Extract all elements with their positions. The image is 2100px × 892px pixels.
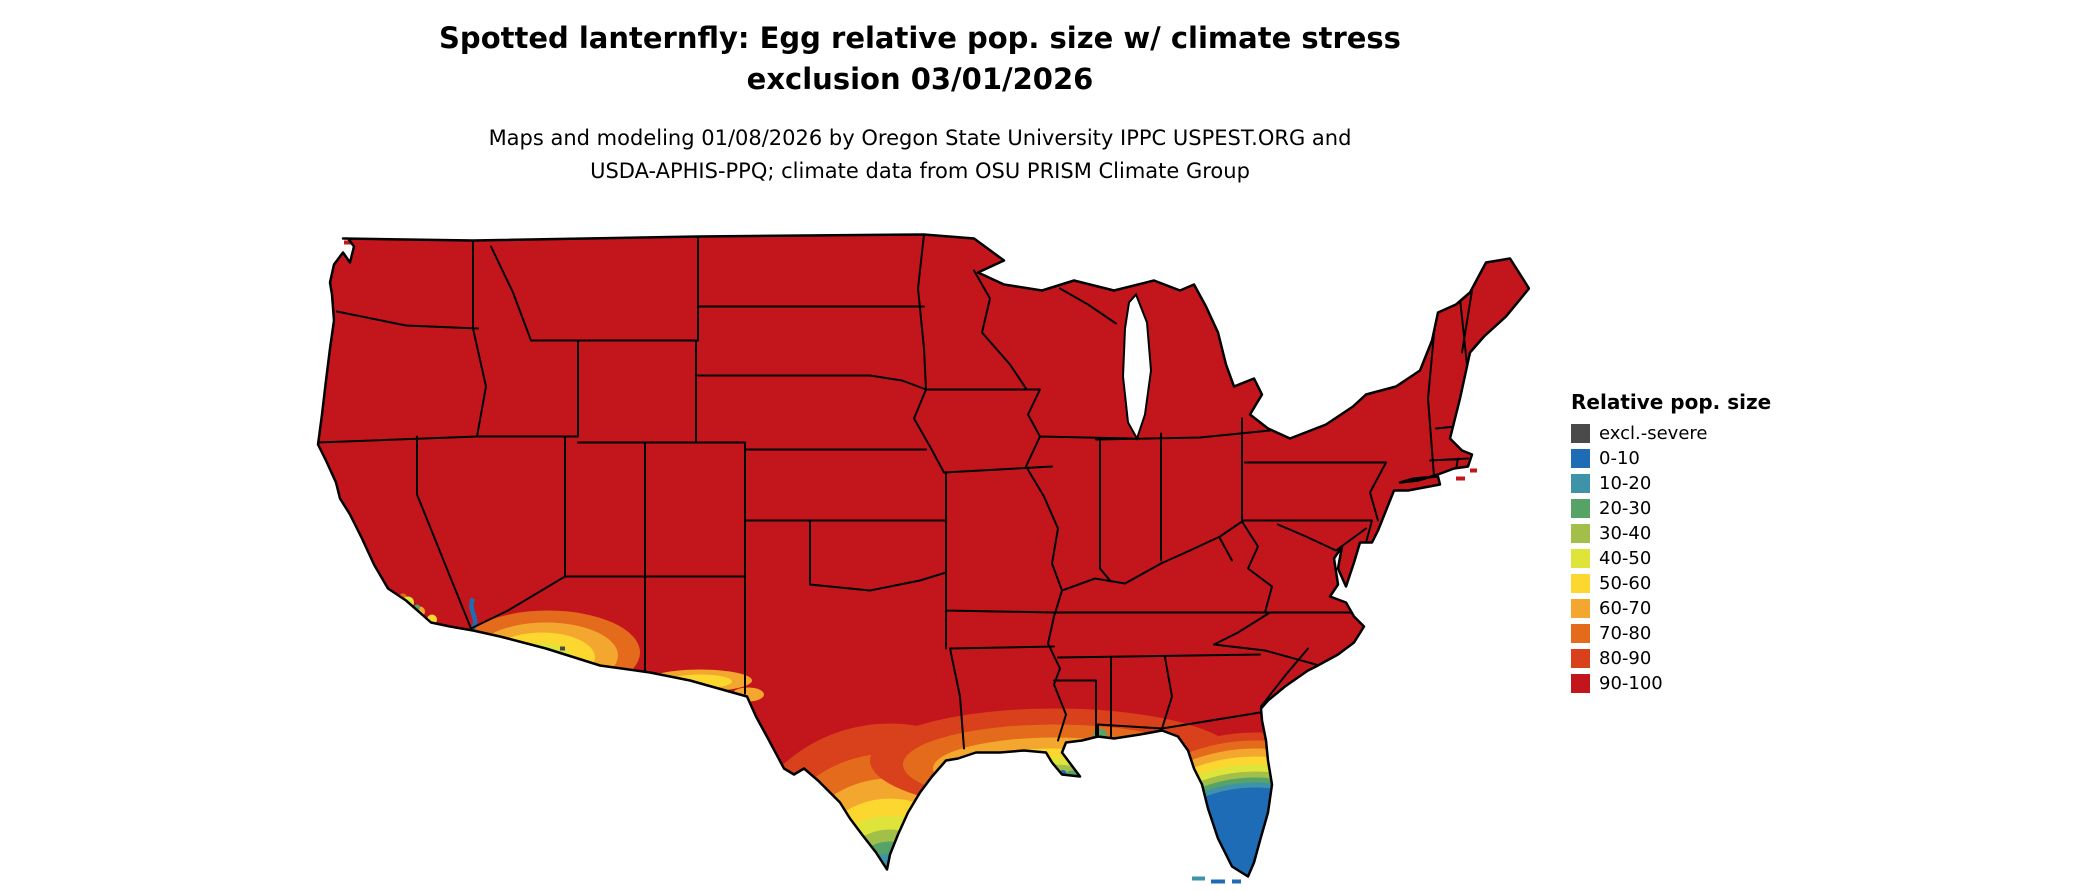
- legend-label: 90-100: [1599, 673, 1663, 694]
- legend-label: 0-10: [1599, 448, 1640, 469]
- legend-swatch: [1571, 549, 1590, 568]
- state-borders-group: [318, 234, 1475, 750]
- legend-label: 30-40: [1599, 523, 1652, 544]
- map-title-line2: exclusion 03/01/2026: [746, 62, 1094, 96]
- legend-swatch: [1571, 599, 1590, 618]
- legend-label: 80-90: [1599, 648, 1652, 669]
- legend: Relative pop. size excl.-severe 0-10 10-…: [1571, 390, 1771, 699]
- legend-label: excl.-severe: [1599, 423, 1708, 444]
- map-title: Spotted lanternfly: Egg relative pop. si…: [310, 18, 1530, 100]
- legend-label: 60-70: [1599, 598, 1652, 619]
- legend-item: excl.-severe: [1571, 424, 1771, 443]
- us-map-svg: [316, 233, 1531, 884]
- legend-item: 90-100: [1571, 674, 1771, 693]
- legend-label: 40-50: [1599, 548, 1652, 569]
- legend-label: 20-30: [1599, 498, 1652, 519]
- legend-item: 50-60: [1571, 574, 1771, 593]
- map-subtitle-line1: Maps and modeling 01/08/2026 by Oregon S…: [488, 126, 1352, 150]
- legend-label: 70-80: [1599, 623, 1652, 644]
- state-borders: [318, 234, 1475, 750]
- title-block: Spotted lanternfly: Egg relative pop. si…: [310, 18, 1530, 188]
- legend-item: 10-20: [1571, 474, 1771, 493]
- map-subtitle: Maps and modeling 01/08/2026 by Oregon S…: [310, 122, 1530, 188]
- us-map: [310, 228, 1531, 884]
- legend-item: 40-50: [1571, 549, 1771, 568]
- legend-label: 50-60: [1599, 573, 1652, 594]
- legend-swatch: [1571, 624, 1590, 643]
- map-title-line1: Spotted lanternfly: Egg relative pop. si…: [439, 21, 1401, 55]
- map-subtitle-line2: USDA-APHIS-PPQ; climate data from OSU PR…: [590, 159, 1250, 183]
- legend-item: 0-10: [1571, 449, 1771, 468]
- legend-item: 30-40: [1571, 524, 1771, 543]
- legend-swatch: [1571, 574, 1590, 593]
- legend-swatch: [1571, 449, 1590, 468]
- florida-keys: [1192, 876, 1241, 884]
- legend-swatch: [1571, 524, 1590, 543]
- legend-label: 10-20: [1599, 473, 1652, 494]
- us-outline: [316, 233, 1531, 878]
- legend-swatch: [1571, 674, 1590, 693]
- legend-swatch: [1571, 499, 1590, 518]
- land-fills: [318, 234, 1529, 877]
- coastal-islands: [344, 240, 1477, 481]
- legend-swatch: [1571, 649, 1590, 668]
- legend-item: 80-90: [1571, 649, 1771, 668]
- lake-michigan: [1121, 292, 1153, 441]
- legend-swatch: [1571, 424, 1590, 443]
- legend-item: 20-30: [1571, 499, 1771, 518]
- legend-swatch: [1571, 474, 1590, 493]
- legend-item: 60-70: [1571, 599, 1771, 618]
- legend-title: Relative pop. size: [1571, 390, 1772, 414]
- legend-item: 70-80: [1571, 624, 1771, 643]
